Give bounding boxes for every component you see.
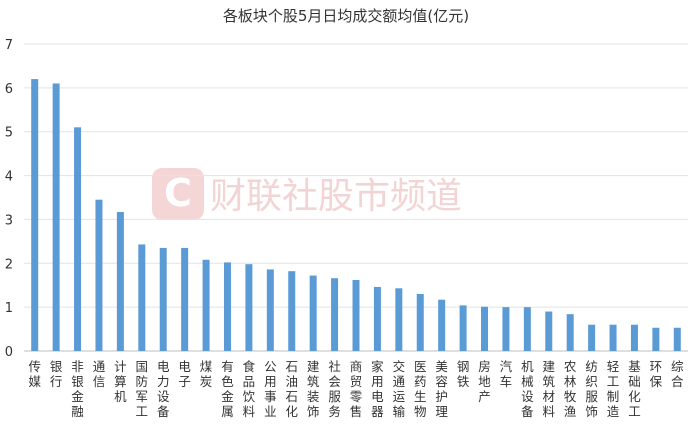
bar [566,314,574,351]
bar [309,275,317,351]
bar [373,286,381,351]
x-tick-label: 石油石化 [285,359,298,419]
bar [395,288,403,351]
bar [331,278,339,351]
bar [609,324,617,351]
y-tick-label: 3 [5,213,13,228]
bar [630,324,638,351]
bar [31,79,39,351]
y-tick-label: 2 [5,257,13,272]
bar-series [31,79,681,351]
y-tick-label: 7 [5,38,13,53]
x-tick-label: 医药生物 [414,359,427,419]
y-axis-tick-labels: 0 1 2 3 4 5 6 7 [5,38,13,360]
grid-lines [24,43,688,352]
bar [266,269,274,351]
bar [588,324,596,351]
watermark-text: 财联社股市频道 [210,176,462,217]
x-tick-label: 家用电器 [371,359,384,419]
y-tick-label: 0 [5,345,13,360]
x-tick-label: 电力设备 [157,359,170,419]
x-tick-label: 食品饮料 [243,359,256,419]
bar [159,247,167,351]
bar [459,305,467,351]
bar [523,307,531,351]
y-tick-label: 4 [5,170,13,185]
bar [673,327,681,351]
x-tick-label: 机械设备 [521,359,534,419]
watermark-logo-icon [152,168,204,220]
x-tick-label: 社会服务 [328,359,341,419]
x-tick-label: 公用事业 [264,359,277,419]
bar [652,327,660,351]
x-tick-label: 综合 [671,359,684,389]
x-tick-label: 房地产 [478,359,491,404]
bar [416,293,424,351]
x-tick-label: 美容护理 [435,359,448,419]
bar [74,127,82,351]
x-tick-label: 银行 [50,359,63,389]
x-tick-label: 传媒 [28,359,41,389]
bar [481,306,489,351]
x-tick-label: 轻工制造 [607,359,620,419]
watermark-logo-letter: C [164,171,192,215]
y-tick-label: 1 [5,301,13,316]
x-tick-label: 煤炭 [200,359,213,389]
bar [202,259,210,351]
bar [223,262,231,351]
x-tick-label: 汽车 [500,359,513,389]
y-tick-label: 5 [5,126,13,141]
bar [288,271,296,351]
bar [438,299,446,351]
bar [502,307,510,351]
x-tick-label: 建筑装饰 [307,359,320,419]
x-tick-label: 农林牧渔 [564,359,577,419]
bar [181,247,189,351]
x-tick-label: 电子 [178,359,191,389]
x-tick-label: 钢铁 [457,359,470,389]
x-tick-label: 纺织服饰 [585,359,598,419]
x-tick-label: 交通运输 [393,359,406,419]
x-tick-label: 国防军工 [136,359,149,419]
bar [95,199,103,351]
watermark: C 财联社股市频道 [152,168,462,220]
x-tick-label: 有色金属 [221,359,234,419]
bar [545,311,553,351]
bar [52,83,60,351]
x-tick-label: 环保 [650,359,663,389]
y-tick-label: 6 [5,82,13,97]
bar [352,279,360,351]
bar [138,244,146,351]
bar [245,264,253,351]
x-tick-label: 通信 [93,359,106,389]
x-tick-label: 基础化工 [628,359,641,419]
x-tick-label: 计算机 [114,359,127,404]
bar [116,211,124,351]
x-axis-category-labels: 传媒银行非银金融通信计算机国防军工电力设备电子煤炭有色金属食品饮料公用事业石油石… [28,359,684,419]
x-tick-label: 建筑材料 [543,359,556,419]
x-tick-label: 非银金融 [71,359,84,419]
chart-title: 各板块个股5月日均成交额均值(亿元) [223,7,469,25]
x-tick-label: 商贸零售 [350,359,363,419]
